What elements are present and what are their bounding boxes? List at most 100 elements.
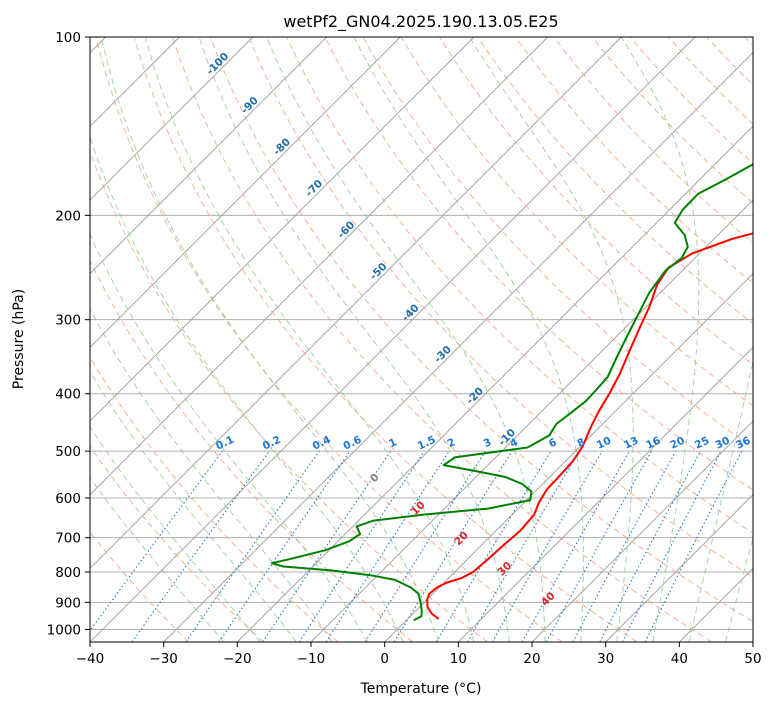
- moist-adiabat-line: [100, 37, 439, 642]
- plot-background: [90, 37, 753, 642]
- mixing-ratio-label: 25: [693, 435, 711, 452]
- moist-adiabats: [90, 37, 753, 642]
- moist-adiabat-line: [144, 37, 475, 642]
- mixing-ratio-line: [131, 450, 270, 642]
- moist-adiabat-line: [90, 370, 297, 642]
- x-tick-label: 50: [744, 651, 761, 667]
- y-axis-ticks: 100 200 300 400 500 600 700 800 900 1000: [47, 30, 90, 638]
- dry-adiabat-line: [95, 37, 563, 642]
- y-tick-label: 700: [55, 531, 81, 547]
- isotherm-line: [752, 641, 753, 642]
- dry-adiabat-line: [171, 37, 712, 642]
- isotherm-line: [458, 346, 753, 642]
- mixing-ratio-label: 13: [622, 435, 640, 452]
- mixing-ratio-label: 2: [446, 436, 458, 450]
- dry-adiabat-line: [90, 259, 414, 642]
- mixing-ratio-label: 30: [713, 435, 731, 452]
- mixing-ratio-line: [185, 450, 320, 642]
- moist-adiabat-line: [725, 536, 753, 642]
- y-tick-label: 1000: [47, 622, 81, 638]
- x-axis-ticks: −40 −30 −20 −10 0 10 20 30 40 50: [76, 642, 762, 667]
- mixing-ratio-line: [572, 450, 677, 642]
- isotherm-line: [90, 37, 401, 348]
- x-tick-label: 30: [597, 651, 614, 667]
- plot-frame: [89, 36, 754, 643]
- mixing-ratio-line: [90, 450, 223, 632]
- y-axis-label: Pressure (hPa): [11, 289, 27, 389]
- moist-adiabat-line: [90, 426, 261, 642]
- isotherm-line: [163, 52, 753, 642]
- mixing-ratio-line: [325, 450, 450, 642]
- dry-adiabat-line: [324, 37, 753, 491]
- moist-adiabat-line: [353, 37, 584, 642]
- mixing-ratio-line: [521, 450, 630, 642]
- x-tick-label: 10: [450, 651, 467, 667]
- moist-adiabat-line: [90, 135, 404, 642]
- isotherm-line: [90, 37, 254, 201]
- x-tick-label: 20: [523, 651, 540, 667]
- y-tick-label: 800: [55, 565, 81, 581]
- mixing-ratio-line: [393, 450, 513, 642]
- y-tick-label: 300: [55, 313, 81, 329]
- y-tick-label: 600: [55, 491, 81, 507]
- y-tick-label: 900: [55, 595, 81, 611]
- dry-adiabat-line: [133, 37, 638, 642]
- mixing-ratio-lines: [90, 450, 743, 642]
- isotherms: [90, 37, 753, 642]
- moist-adiabat-line: [266, 37, 546, 642]
- isotherm-line: [384, 273, 753, 642]
- mixing-ratio-label: 20: [668, 435, 686, 452]
- dry-adiabat-line: [286, 37, 753, 534]
- isotherm-line: [90, 37, 475, 422]
- isotherm-line: [90, 37, 622, 569]
- mixing-ratio-label: 6: [547, 436, 559, 450]
- mixing-ratio-line: [262, 450, 392, 642]
- isotherm-line: [90, 37, 696, 642]
- y-tick-label: 500: [55, 444, 81, 460]
- dry-adiabat-line: [210, 37, 753, 623]
- x-tick-label: −40: [76, 651, 105, 667]
- mixing-ratio-label: 1: [387, 436, 399, 450]
- moist-adiabat-line: [688, 358, 753, 642]
- y-tick-label: 200: [55, 208, 81, 224]
- mixing-ratio-line: [218, 450, 351, 642]
- pressure-grid: [90, 37, 753, 630]
- dry-adiabat-line: [90, 356, 339, 642]
- dry-adiabat-line: [90, 445, 264, 642]
- mixing-ratio-line: [644, 450, 743, 642]
- isotherm-line: [90, 37, 548, 496]
- dewpoint-line: [270, 163, 753, 622]
- mixing-ratio-label: 10: [595, 435, 613, 452]
- x-tick-label: −20: [223, 651, 252, 667]
- mixing-ratio-label: 3: [482, 436, 494, 450]
- mixing-ratio-label: 16: [644, 435, 662, 452]
- x-axis-label: Temperature (°C): [360, 681, 482, 697]
- plot-area: [90, 37, 753, 642]
- mixing-ratio-line: [298, 450, 425, 642]
- x-tick-label: 0: [380, 651, 389, 667]
- mixing-ratio-line: [545, 450, 653, 642]
- mixing-ratio-label: 36: [734, 435, 752, 452]
- dry-adiabat-line: [515, 37, 753, 284]
- temperature-line: [426, 232, 753, 620]
- x-tick-label: 40: [671, 651, 688, 667]
- profile-series: [270, 163, 753, 622]
- isotherm-line: [90, 37, 327, 275]
- isotherm-line: [237, 125, 753, 642]
- y-tick-label: 100: [55, 30, 81, 46]
- x-tick-label: −30: [149, 651, 178, 667]
- dry-adiabats: [90, 37, 753, 642]
- moist-adiabat-line: [90, 232, 369, 642]
- y-tick-label: 400: [55, 387, 81, 403]
- x-tick-label: −10: [297, 651, 326, 667]
- isotherm-line: [605, 494, 753, 642]
- dry-adiabat-line: [248, 37, 753, 578]
- moist-adiabat-line: [90, 476, 225, 642]
- moist-adiabat-line: [198, 37, 510, 642]
- moist-adiabat-line: [90, 308, 333, 642]
- isotherm-line: [531, 420, 753, 642]
- moist-adiabat-line: [620, 37, 700, 642]
- chart-title: wetPf2_GN04.2025.190.13.05.E25: [283, 12, 558, 32]
- mixing-ratio-label: 8: [575, 436, 587, 450]
